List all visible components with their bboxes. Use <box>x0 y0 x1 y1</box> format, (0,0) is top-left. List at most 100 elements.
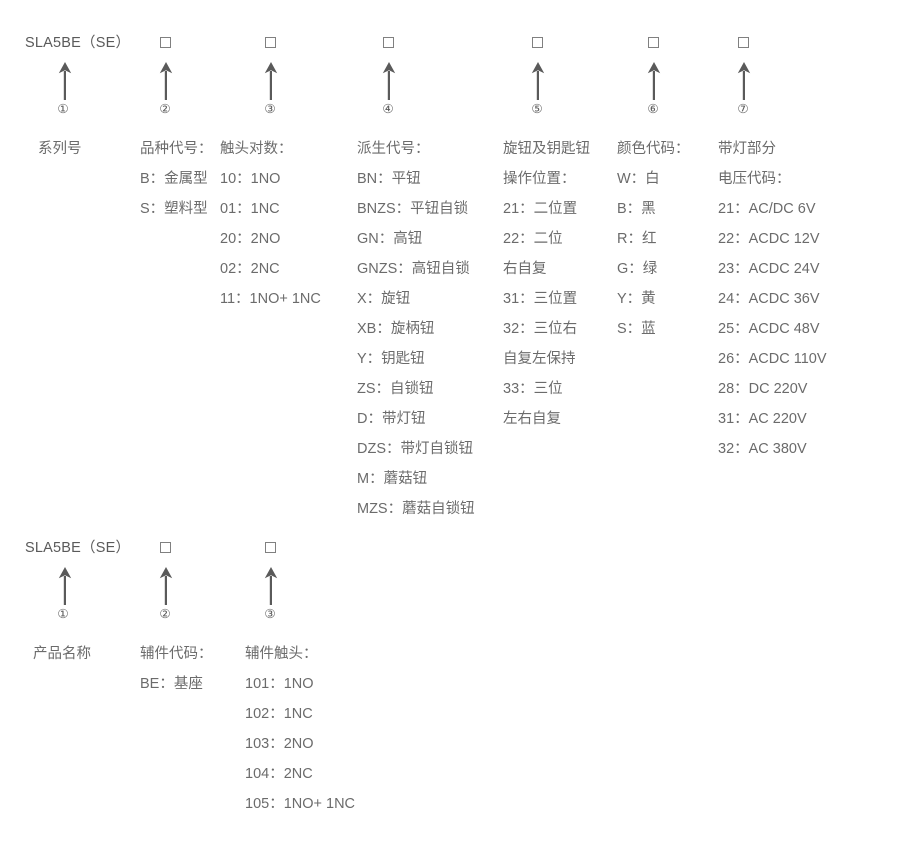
option-item: W：白 <box>617 171 660 187</box>
index-marker-lamp-voltage-code: ⑦ <box>737 101 749 116</box>
up-arrow-icon-variety-code <box>158 62 174 100</box>
square-placeholder-icon <box>738 37 749 48</box>
option-item: 20：2NO <box>220 231 281 247</box>
option-item: M：蘑菇钮 <box>357 471 428 487</box>
code-placeholder-accessory-code <box>160 538 171 558</box>
index-marker-derivative-code: ④ <box>382 101 394 116</box>
up-arrow-icon-derivative-code <box>381 62 397 100</box>
column-title-product-name: 产品名称 <box>33 646 91 662</box>
option-item: MZS：蘑菇自锁钮 <box>357 501 475 517</box>
option-item: 31：AC 220V <box>718 411 807 427</box>
square-placeholder-icon <box>383 37 394 48</box>
description-block-accessory-code: 辅件代码： BE：基座 <box>140 643 213 703</box>
up-arrow-icon-accessory-contact <box>263 567 279 605</box>
square-placeholder-icon <box>532 37 543 48</box>
option-item: 左右自复 <box>503 411 561 427</box>
option-item: 32：三位右 <box>503 321 578 337</box>
up-arrow-icon-color-code <box>646 62 662 100</box>
option-item: BNZS：平钮自锁 <box>357 201 469 217</box>
option-item: S：塑料型 <box>140 201 208 217</box>
option-item: 21：二位置 <box>503 201 578 217</box>
code-placeholder-variety-code <box>160 33 171 53</box>
option-item: 33：三位 <box>503 381 563 397</box>
option-item: 101：1NO <box>245 676 314 692</box>
option-item: 31：三位置 <box>503 291 578 307</box>
up-arrow-icon-contact-pairs <box>263 62 279 100</box>
option-item: 操作位置： <box>503 171 576 187</box>
column-title-variety-code: 品种代号： <box>140 141 213 157</box>
option-item: GN：高钮 <box>357 231 423 247</box>
option-item: BE：基座 <box>140 676 203 692</box>
square-placeholder-icon <box>265 542 276 553</box>
code-prefix-product-name: SLA5BE（SE） <box>25 540 131 556</box>
option-item: 105：1NO+ 1NC <box>245 796 356 812</box>
square-placeholder-icon <box>160 542 171 553</box>
option-item: Y：黄 <box>617 291 656 307</box>
option-item: R：红 <box>617 231 657 247</box>
up-arrow-icon-product-name <box>57 567 73 605</box>
index-marker-accessory-code: ② <box>159 606 171 621</box>
up-arrow-icon-accessory-code <box>158 567 174 605</box>
description-block-contact-pairs: 触头对数： 10：1NO 01：1NC 20：2NO 02：2NC 11：1NO+ 1NC <box>220 138 321 318</box>
code-placeholder-accessory-contact <box>265 538 276 558</box>
option-item: 32：AC 380V <box>718 441 807 457</box>
option-item: BN：平钮 <box>357 171 421 187</box>
option-item: DZS：带灯自锁钮 <box>357 441 473 457</box>
option-item: S：蓝 <box>617 321 656 337</box>
column-title-accessory-code: 辅件代码： <box>140 646 213 662</box>
option-item: 103：2NO <box>245 736 314 752</box>
column-title-knob-key-position: 旋钮及钥匙钮 <box>503 141 590 157</box>
option-item: 电压代码： <box>718 171 791 187</box>
code-placeholder-derivative-code <box>383 33 394 53</box>
index-marker-knob-key-position: ⑤ <box>531 101 543 116</box>
option-item: GNZS：高钮自锁 <box>357 261 470 277</box>
option-item: 102：1NC <box>245 706 313 722</box>
description-block-accessory-contact: 辅件触头： 101：1NO 102：1NC 103：2NO 104：2NC 105：1NO… <box>245 643 355 823</box>
option-item: 22：二位 <box>503 231 563 247</box>
square-placeholder-icon <box>160 37 171 48</box>
column-title-series: 系列号 <box>38 141 82 157</box>
code-placeholder-contact-pairs <box>265 33 276 53</box>
code-placeholder-lamp-voltage-code <box>738 33 749 53</box>
index-marker-color-code: ⑥ <box>647 101 659 116</box>
index-marker-contact-pairs: ③ <box>264 101 276 116</box>
option-item: 右自复 <box>503 261 547 277</box>
option-item: 21：AC/DC 6V <box>718 201 816 217</box>
square-placeholder-icon <box>265 37 276 48</box>
code-placeholder-knob-key-position <box>532 33 543 53</box>
up-arrow-icon-knob-key-position <box>530 62 546 100</box>
option-item: X：旋钮 <box>357 291 411 307</box>
option-item: 26：ACDC 110V <box>718 351 827 367</box>
option-item: 22：ACDC 12V <box>718 231 820 247</box>
option-item: 104：2NC <box>245 766 313 782</box>
index-marker-accessory-contact: ③ <box>264 606 276 621</box>
option-item: Y：钥匙钮 <box>357 351 425 367</box>
square-placeholder-icon <box>648 37 659 48</box>
option-item: 28：DC 220V <box>718 381 808 397</box>
option-item: 10：1NO <box>220 171 281 187</box>
option-item: 01：1NC <box>220 201 280 217</box>
description-block-variety-code: 品种代号： B：金属型 S：塑料型 <box>140 138 213 228</box>
option-item: G：绿 <box>617 261 658 277</box>
option-item: B：黑 <box>617 201 656 217</box>
description-block-derivative-code: 派生代号： BN：平钮 BNZS：平钮自锁 GN：高钮 GNZS：高钮自锁 X：旋钮 XB：… <box>357 138 475 528</box>
column-title-derivative-code: 派生代号： <box>357 141 430 157</box>
option-item: 24：ACDC 36V <box>718 291 820 307</box>
column-title-lamp-voltage-code: 带灯部分 <box>718 141 776 157</box>
index-marker-series: ① <box>57 101 69 116</box>
code-placeholder-color-code <box>648 33 659 53</box>
index-marker-variety-code: ② <box>159 101 171 116</box>
option-item: 11：1NO+ 1NC <box>220 291 321 307</box>
option-item: ZS：自锁钮 <box>357 381 434 397</box>
option-item: 23：ACDC 24V <box>718 261 820 277</box>
description-block-knob-key-position: 旋钮及钥匙钮 操作位置： 21：二位置 22：二位右自复 31：三位置 32：三位右 自复左… <box>503 138 590 438</box>
option-item: 25：ACDC 48V <box>718 321 820 337</box>
index-marker-product-name: ① <box>57 606 69 621</box>
description-block-series: 系列号 <box>38 138 82 168</box>
description-block-product-name: 产品名称 <box>33 643 91 673</box>
option-item: 自复左保持 <box>503 351 576 367</box>
up-arrow-icon-lamp-voltage-code <box>736 62 752 100</box>
column-title-accessory-contact: 辅件触头： <box>245 646 318 662</box>
option-item: B：金属型 <box>140 171 208 187</box>
column-title-contact-pairs: 触头对数： <box>220 141 293 157</box>
